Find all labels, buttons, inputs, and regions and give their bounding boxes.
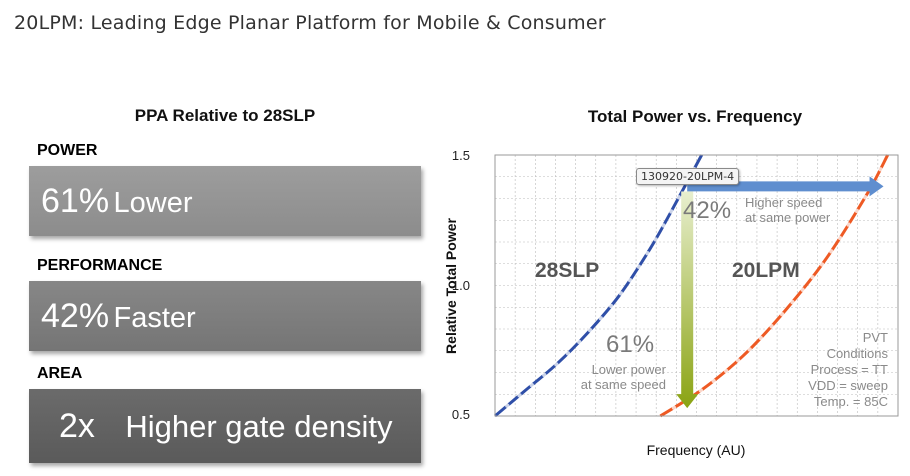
y-tick-label: 1.0 (452, 278, 470, 293)
power-gain-arrow (676, 191, 699, 409)
series-marker (747, 347, 752, 352)
series-marker (671, 405, 677, 410)
area-box: 2x Higher gate density (29, 389, 421, 463)
power-gain-line2: at same speed (581, 377, 666, 392)
image-id-tag: 130920-20LPM-4 (636, 168, 740, 185)
speed-gain-line1: Higher speed (745, 195, 822, 210)
series-marker (645, 250, 650, 256)
series-marker (661, 223, 666, 228)
y-axis-label: Relative Total Power (443, 218, 459, 354)
ppa-title: PPA Relative to 28SLP (134, 106, 316, 125)
series-label-28slp: 28SLP (535, 259, 599, 282)
series-marker (878, 167, 883, 172)
area-value: 2x (59, 406, 95, 445)
series-marker (587, 327, 593, 333)
power-gain-percent: 61% (606, 331, 654, 358)
series-marker (608, 303, 614, 309)
series-marker (554, 362, 559, 367)
series-marker (517, 393, 522, 398)
series-marker (837, 235, 843, 241)
speed-gain-percent: 42% (683, 197, 731, 224)
chart-title: Total Power vs. Frequency (587, 107, 803, 126)
series-marker (862, 195, 868, 200)
series-marker (627, 277, 633, 283)
series-marker (769, 324, 774, 329)
pvt-line: Process = TT (811, 362, 888, 377)
power-gain-line1: Lower power (592, 362, 667, 377)
series-marker (790, 299, 795, 305)
y-tick-label: 0.5 (452, 407, 470, 422)
series-marker (800, 287, 805, 292)
series-marker (505, 403, 510, 408)
performance-label: PERFORMANCE (37, 257, 163, 274)
series-marker (819, 262, 825, 267)
series-marker (669, 209, 674, 214)
series-marker (758, 335, 764, 341)
power-label: POWER (37, 142, 98, 159)
speed-gain-line2: at same power (745, 210, 831, 225)
series-marker (529, 382, 535, 388)
performance-text: Faster (113, 301, 196, 334)
series-marker (735, 358, 741, 363)
series-marker (846, 222, 851, 227)
series-marker (598, 316, 604, 321)
y-tick-label: 1.5 (452, 148, 470, 163)
plot-frame (494, 154, 899, 417)
area-label: AREA (37, 365, 83, 382)
series-marker (653, 237, 658, 242)
pvt-line: PVT (863, 330, 888, 345)
series-marker (779, 312, 785, 317)
x-axis-label: Frequency (AU) (647, 442, 746, 458)
series-marker (723, 368, 729, 374)
series-marker (542, 372, 547, 378)
pvt-line: Temp. = 85C (814, 394, 888, 409)
power-text: Lower (113, 186, 193, 219)
series-marker (829, 249, 834, 254)
chart-grid (494, 154, 899, 417)
performance-value: 42% (41, 296, 110, 335)
pvt-line: VDD = sweep (808, 378, 888, 393)
series-marker (698, 388, 704, 393)
series-marker (636, 264, 642, 269)
series-marker (711, 378, 716, 384)
series-marker (576, 339, 582, 345)
series-marker (810, 275, 815, 280)
power-value: 61% (41, 181, 110, 220)
series-label-20lpm: 20LPM (732, 259, 800, 282)
series-marker (618, 291, 624, 296)
power-box: 61% Lower (29, 166, 421, 236)
pvt-line: Conditions (827, 346, 889, 361)
area-text: Higher gate density (125, 408, 393, 444)
page-title: 20LPM: Leading Edge Planar Platform for … (14, 12, 606, 34)
series-marker (565, 351, 571, 356)
series-marker (676, 195, 682, 200)
series-marker (854, 208, 860, 214)
performance-box: 42% Faster (29, 281, 421, 351)
